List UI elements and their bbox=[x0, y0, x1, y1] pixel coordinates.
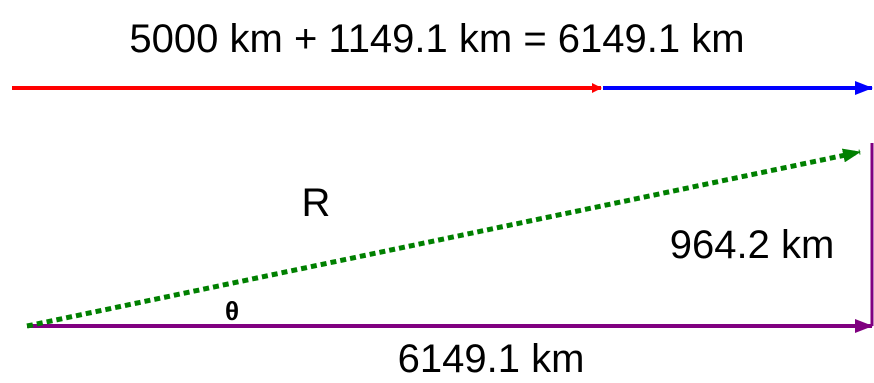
horizontal-side-label: 6149.1 km bbox=[398, 337, 585, 378]
vertical-side-label: 964.2 km bbox=[670, 223, 835, 267]
resultant-label: R bbox=[302, 181, 331, 225]
angle-theta-label: θ bbox=[225, 296, 239, 326]
resultant-vector-arrow bbox=[26, 148, 861, 329]
equation-text: 5000 km + 1149.1 km = 6149.1 km bbox=[129, 17, 744, 61]
